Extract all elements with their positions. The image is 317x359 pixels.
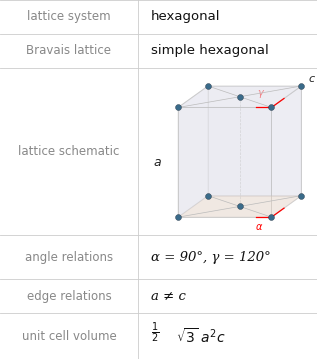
Polygon shape — [271, 86, 301, 217]
Text: a ≠ c: a ≠ c — [151, 290, 185, 303]
Text: unit cell volume: unit cell volume — [22, 330, 116, 342]
Point — [176, 104, 181, 110]
Polygon shape — [178, 86, 301, 107]
Text: Bravais lattice: Bravais lattice — [26, 45, 112, 57]
Point — [237, 204, 242, 209]
Point — [237, 94, 242, 99]
Text: angle relations: angle relations — [25, 251, 113, 264]
Text: edge relations: edge relations — [27, 290, 111, 303]
Text: $a$: $a$ — [153, 156, 161, 169]
Text: $\alpha$: $\alpha$ — [255, 222, 263, 232]
Point — [299, 83, 304, 89]
Text: $c$: $c$ — [308, 74, 316, 84]
Text: α = 90°, γ = 120°: α = 90°, γ = 120° — [151, 251, 270, 264]
Polygon shape — [178, 107, 271, 217]
Text: hexagonal: hexagonal — [151, 10, 220, 23]
Point — [269, 104, 274, 110]
Point — [299, 193, 304, 199]
Polygon shape — [178, 86, 208, 217]
Text: simple hexagonal: simple hexagonal — [151, 45, 268, 57]
Text: $\sqrt{3}\ a^2 c$: $\sqrt{3}\ a^2 c$ — [176, 327, 226, 345]
Polygon shape — [178, 196, 301, 217]
Polygon shape — [208, 86, 301, 196]
Point — [205, 83, 210, 89]
Point — [176, 214, 181, 220]
Text: lattice schematic: lattice schematic — [18, 145, 120, 158]
Text: lattice system: lattice system — [27, 10, 111, 23]
Text: $\gamma$: $\gamma$ — [257, 88, 265, 100]
Point — [205, 193, 210, 199]
Point — [269, 214, 274, 220]
Text: $\frac{1}{2}$: $\frac{1}{2}$ — [151, 320, 159, 345]
